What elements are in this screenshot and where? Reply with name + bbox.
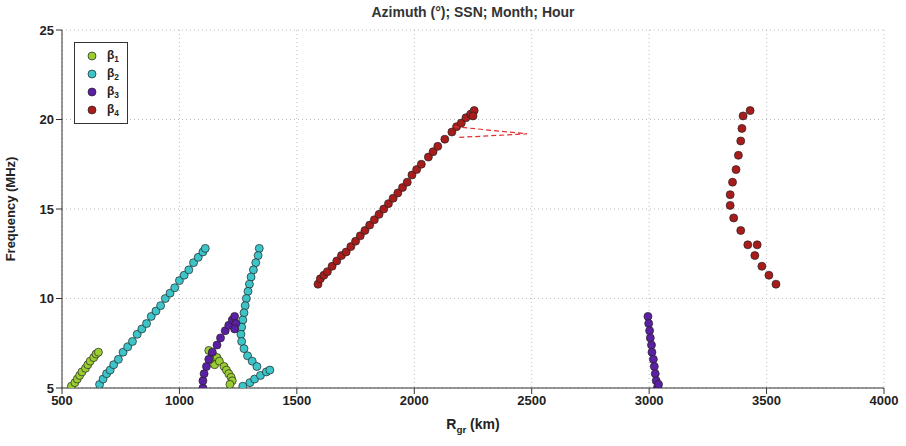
svg-text:20: 20 xyxy=(40,112,54,127)
svg-text:1000: 1000 xyxy=(165,393,194,408)
svg-text:2500: 2500 xyxy=(517,393,546,408)
svg-text:10: 10 xyxy=(40,291,54,306)
html-text:Azimuth (°); SSN; Month; Hour: Azimuth (°); SSN; Month; Hour xyxy=(371,4,575,20)
html-text:β1: β1 xyxy=(107,47,119,65)
html-text:β3: β3 xyxy=(107,83,119,101)
svg-text:Frequency (MHz): Frequency (MHz) xyxy=(8,157,18,262)
svg-text:25: 25 xyxy=(40,23,54,38)
html-text:β2: β2 xyxy=(107,65,119,83)
svg-text:500: 500 xyxy=(51,393,73,408)
svg-text:3500: 3500 xyxy=(752,393,781,408)
svg-text:4000: 4000 xyxy=(870,393,898,408)
svg-text:3000: 3000 xyxy=(635,393,664,408)
html-text:β4: β4 xyxy=(107,101,119,119)
svg-text:5: 5 xyxy=(47,381,54,396)
svg-text:15: 15 xyxy=(40,202,54,217)
svg-text:2000: 2000 xyxy=(400,393,429,408)
html-text:Rgr(km): Rgr(km) xyxy=(446,416,500,435)
svg-text:1500: 1500 xyxy=(282,393,311,408)
